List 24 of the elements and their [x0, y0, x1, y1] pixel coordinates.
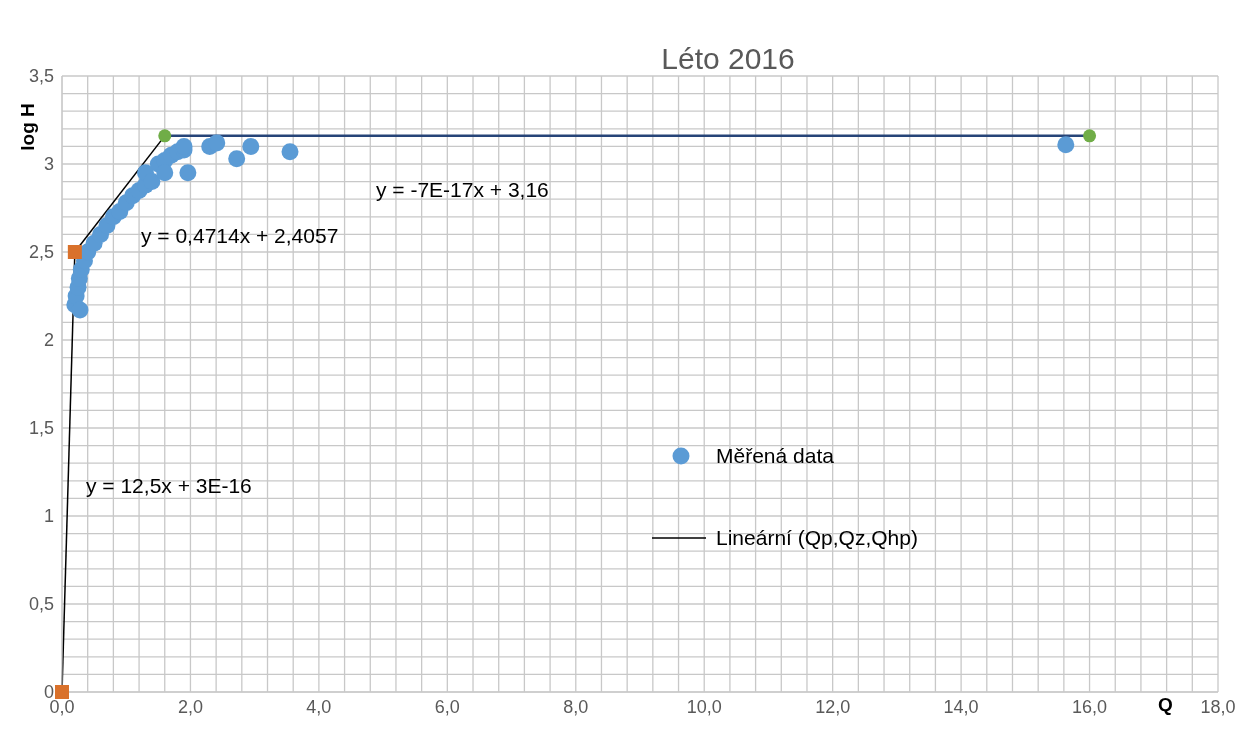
y-tick-label: 2,5 — [28, 242, 54, 263]
x-tick-label: 16,0 — [1072, 696, 1108, 717]
x-tick-label: 8,0 — [563, 696, 589, 717]
y-tick-label: 1 — [43, 506, 54, 527]
legend-label: Lineární (Qp,Qz,Qhp) — [716, 526, 918, 550]
y-tick-label: 0,5 — [28, 594, 54, 615]
annotation: y = -7E-17x + 3,16 — [376, 178, 549, 202]
x-tick-label: 4,0 — [306, 696, 332, 717]
y-axis-title: log H — [17, 102, 39, 153]
x-tick-label: 6,0 — [434, 696, 460, 717]
y-tick-label: 1,5 — [28, 418, 54, 439]
x-tick-label: 12,0 — [815, 696, 851, 717]
y-tick-label: 3 — [43, 154, 54, 175]
y-tick-label: 3,5 — [28, 66, 54, 87]
x-tick-label: 10,0 — [686, 696, 722, 717]
legend-label: Měřená data — [716, 444, 834, 468]
x-tick-label: 2,0 — [177, 696, 203, 717]
x-axis-title: Q — [1158, 694, 1173, 716]
x-tick-label: 14,0 — [943, 696, 979, 717]
y-tick-label: 2 — [43, 330, 54, 351]
annotation: y = 0,4714x + 2,4057 — [141, 224, 339, 248]
chart-title: Léto 2016 — [660, 42, 796, 76]
x-tick-label: 18,0 — [1200, 696, 1236, 717]
annotation: y = 12,5x + 3E-16 — [86, 474, 252, 498]
